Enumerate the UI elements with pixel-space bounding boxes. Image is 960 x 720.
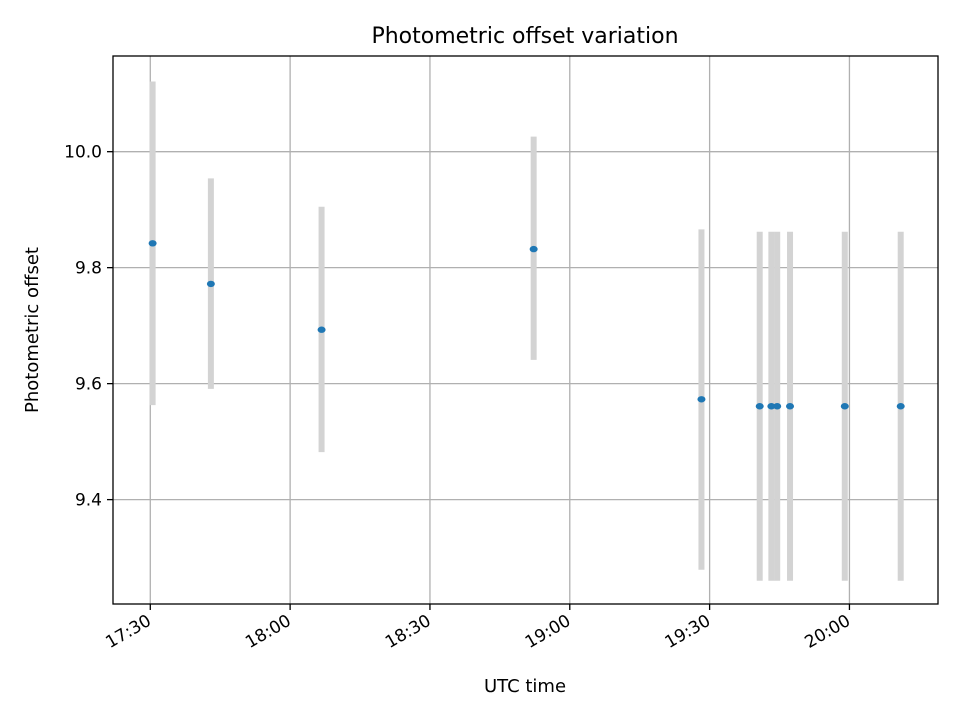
data-point	[206, 280, 215, 288]
data-point	[896, 403, 905, 410]
data-point	[317, 326, 326, 333]
data-point	[697, 396, 706, 403]
x-tick-label: 20:00	[802, 611, 854, 653]
x-tick-label: 19:00	[522, 611, 574, 653]
x-tick-label: 19:30	[662, 611, 714, 653]
y-tick-label: 9.4	[75, 491, 102, 511]
x-tick-label: 17:30	[102, 611, 154, 653]
data-point	[786, 403, 795, 410]
data-points	[148, 240, 905, 410]
data-point	[529, 245, 538, 253]
grid	[113, 56, 938, 604]
data-point	[773, 403, 782, 410]
y-tick-label: 9.6	[75, 375, 102, 395]
data-point	[755, 403, 764, 410]
data-point	[767, 403, 776, 410]
y-tick-label: 9.8	[75, 259, 102, 279]
error-bars	[149, 81, 904, 581]
x-axis-ticks: 17:30 18:00 18:30 19:00 19:30 20:00	[102, 604, 854, 653]
y-tick-label: 10.0	[64, 143, 102, 163]
plot-frame	[112, 55, 939, 605]
x-tick-label: 18:30	[382, 611, 434, 653]
chart-title: Photometric offset variation	[371, 24, 678, 49]
x-axis-label: UTC time	[484, 676, 566, 697]
data-point	[148, 240, 157, 247]
data-point	[840, 403, 849, 410]
y-axis-ticks: 9.4 9.6 9.8 10.0	[64, 143, 113, 511]
x-tick-label: 18:00	[242, 611, 294, 653]
y-axis-label: Photometric offset	[22, 247, 43, 413]
